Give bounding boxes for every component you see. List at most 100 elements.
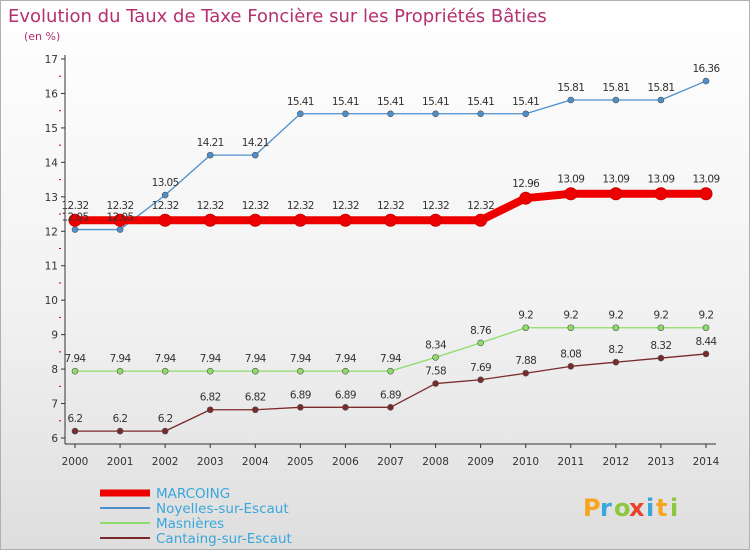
legend-label-1: Noyelles-sur-Escaut xyxy=(156,501,289,517)
x-tick-label: 2001 xyxy=(107,456,134,468)
x-tick-label: 2008 xyxy=(422,456,449,468)
data-label: 15.41 xyxy=(332,96,359,108)
data-label: 7.94 xyxy=(110,353,132,365)
data-label: 6.89 xyxy=(290,389,311,401)
data-point xyxy=(657,354,665,362)
data-point xyxy=(612,324,620,332)
data-point xyxy=(612,96,620,104)
data-label: 12.32 xyxy=(197,200,224,212)
data-label: 13.05 xyxy=(152,177,179,189)
data-point xyxy=(429,213,443,227)
data-label: 9.2 xyxy=(518,310,533,322)
data-point xyxy=(297,367,304,375)
chart-subtitle: (en %) xyxy=(24,30,60,43)
data-point xyxy=(338,213,352,227)
axes: 6 7 8 9 10 11 12 13 14 15 16 17 2000 2001 2002 2003 2004… xyxy=(45,54,720,468)
data-label: 12.05 xyxy=(107,212,134,224)
data-point xyxy=(251,367,259,375)
data-point xyxy=(699,187,713,201)
data-label: 8.08 xyxy=(560,348,581,360)
data-point xyxy=(68,213,82,227)
data-point xyxy=(293,213,307,227)
data-label: 15.81 xyxy=(557,82,584,94)
data-point xyxy=(158,213,172,227)
data-label: 8.34 xyxy=(425,339,447,351)
data-label: 7.94 xyxy=(200,353,222,365)
x-tick-label: 2006 xyxy=(332,456,359,468)
data-label: 15.41 xyxy=(512,96,539,108)
data-label: 15.41 xyxy=(467,96,494,108)
legend-label-3: Cantaing-sur-Escaut xyxy=(156,531,292,547)
x-tick-label: 2014 xyxy=(693,456,720,468)
data-label: 15.81 xyxy=(647,82,674,94)
data-point xyxy=(387,110,394,118)
data-label: 7.94 xyxy=(335,353,357,365)
data-label: 7.94 xyxy=(290,353,312,365)
data-point xyxy=(113,213,127,227)
x-tick-label: 2004 xyxy=(242,456,269,468)
data-label: 6.89 xyxy=(380,389,401,401)
data-point xyxy=(387,404,394,411)
data-point xyxy=(161,427,169,435)
data-point xyxy=(477,110,484,118)
data-label: 15.41 xyxy=(422,96,449,108)
data-point xyxy=(251,151,259,159)
data-point xyxy=(477,339,484,347)
data-point xyxy=(474,213,488,227)
data-label: 13.09 xyxy=(557,174,584,186)
data-labels: 12.32 12.32 12.32 12.32 12.32 12.32 12.32 12.32… xyxy=(61,63,721,425)
data-point xyxy=(384,213,397,227)
data-point xyxy=(702,324,710,332)
data-point xyxy=(297,110,304,118)
x-tick-label: 2013 xyxy=(648,456,675,468)
data-point xyxy=(609,187,623,201)
data-label: 12.32 xyxy=(242,200,269,212)
data-label: 6.82 xyxy=(245,392,266,404)
data-label: 7.94 xyxy=(155,353,177,365)
y-tick-label: 16 xyxy=(45,88,59,100)
series-lines xyxy=(68,77,713,435)
data-point xyxy=(432,110,439,118)
data-point xyxy=(206,367,214,375)
data-point xyxy=(206,406,214,414)
data-label: 15.41 xyxy=(377,96,404,108)
data-point xyxy=(116,367,124,375)
y-tick-label: 17 xyxy=(45,54,58,66)
x-tick-label: 2002 xyxy=(152,456,179,468)
data-label: 12.32 xyxy=(332,200,359,212)
data-label: 12.32 xyxy=(152,200,179,212)
data-label: 6.2 xyxy=(158,413,173,425)
logo-letter: x xyxy=(629,494,645,522)
data-point xyxy=(477,376,484,384)
data-label: 16.36 xyxy=(692,63,720,75)
data-point xyxy=(71,427,79,435)
y-tick-label: 7 xyxy=(51,399,58,411)
data-label: 12.96 xyxy=(512,178,540,190)
logo-letter: P xyxy=(583,494,601,522)
data-point xyxy=(342,404,349,411)
data-point xyxy=(342,367,349,375)
data-label: 8.2 xyxy=(608,344,623,356)
x-tick-label: 2010 xyxy=(512,456,539,468)
x-tick-label: 2003 xyxy=(197,456,224,468)
y-tick-label: 8 xyxy=(51,364,58,376)
data-label: 14.21 xyxy=(242,137,269,149)
data-point xyxy=(71,367,79,375)
x-tick-label: 2000 xyxy=(62,456,89,468)
x-tick-label: 2012 xyxy=(602,456,629,468)
data-point xyxy=(702,350,710,358)
data-label: 6.82 xyxy=(200,392,221,404)
data-point xyxy=(522,324,530,332)
data-point xyxy=(654,187,668,201)
data-label: 6.2 xyxy=(68,413,83,425)
data-label: 7.88 xyxy=(515,355,536,367)
data-label: 12.32 xyxy=(422,200,449,212)
data-point xyxy=(567,324,575,332)
data-point xyxy=(564,187,578,201)
y-tick-label: 10 xyxy=(45,295,58,307)
x-tick-label: 2007 xyxy=(377,456,404,468)
legend-label-0: MARCOING xyxy=(156,486,230,502)
logo-letter: o xyxy=(614,494,631,522)
y-tick-label: 14 xyxy=(45,157,59,169)
